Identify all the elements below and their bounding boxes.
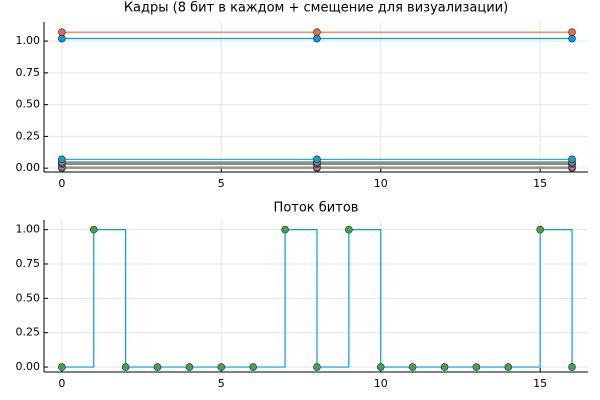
y-tick-label: 0.00 <box>16 360 41 373</box>
marker <box>185 363 194 371</box>
marker <box>504 363 513 371</box>
marker <box>345 225 353 234</box>
x-tick-label: 0 <box>58 377 65 390</box>
x-tick-label: 5 <box>218 177 225 190</box>
marker <box>376 363 385 371</box>
marker <box>121 363 130 371</box>
marker <box>58 28 66 36</box>
marker <box>217 363 226 371</box>
marker <box>313 363 321 371</box>
marker <box>249 363 257 371</box>
marker <box>313 34 321 43</box>
y-tick-label: 0.00 <box>16 161 41 174</box>
x-tick-label: 0 <box>58 177 65 190</box>
x-tick-label: 5 <box>218 377 225 390</box>
marker <box>408 363 417 371</box>
y-tick-label: 0.50 <box>16 291 41 304</box>
y-tick-label: 0.75 <box>16 257 41 270</box>
chart-title: Кадры (8 бит в каждом + смещение для виз… <box>124 1 508 16</box>
marker <box>440 363 449 371</box>
marker <box>568 28 576 36</box>
marker <box>58 34 66 43</box>
marker <box>568 363 576 371</box>
marker <box>153 363 162 371</box>
x-tick-label: 15 <box>533 377 547 390</box>
marker <box>58 155 66 164</box>
marker <box>313 28 321 36</box>
x-tick-label: 10 <box>374 177 388 190</box>
marker <box>472 363 481 371</box>
x-tick-label: 15 <box>533 177 547 190</box>
marker <box>89 225 98 234</box>
marker <box>58 363 66 371</box>
y-tick-label: 0.25 <box>16 326 41 339</box>
x-tick-label: 10 <box>374 377 388 390</box>
marker <box>281 225 289 234</box>
marker <box>568 155 576 164</box>
y-tick-label: 0.75 <box>16 66 41 79</box>
y-tick-label: 0.25 <box>16 129 41 142</box>
y-tick-label: 1.00 <box>16 34 41 47</box>
marker <box>536 225 544 234</box>
chart-title: Поток битов <box>274 201 359 216</box>
marker <box>313 155 321 164</box>
marker <box>568 34 576 43</box>
y-tick-label: 1.00 <box>16 223 41 236</box>
y-tick-label: 0.50 <box>16 98 41 111</box>
